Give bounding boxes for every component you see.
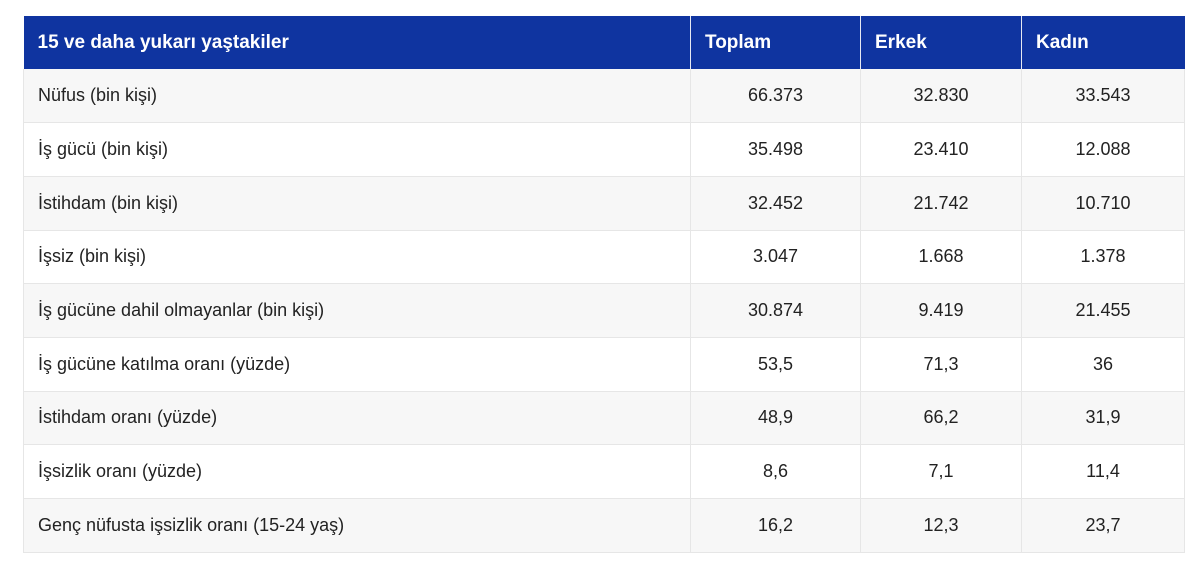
cell-male: 12,3 [860,498,1022,553]
cell-male: 7,1 [860,444,1022,499]
cell-total: 53,5 [690,337,861,392]
cell-total: 32.452 [690,176,861,231]
row-label: İstihdam (bin kişi) [23,176,691,231]
cell-total: 30.874 [690,283,861,338]
cell-total: 35.498 [690,122,861,177]
table-row: Nüfus (bin kişi) 66.373 32.830 33.543 [23,69,1185,124]
row-label: İş gücüne katılma oranı (yüzde) [23,337,691,392]
cell-male: 32.830 [860,69,1022,124]
cell-female: 11,4 [1021,444,1185,499]
header-total: Toplam [690,16,861,69]
row-label: Genç nüfusta işsizlik oranı (15-24 yaş) [23,498,691,553]
cell-male: 66,2 [860,391,1022,446]
table-row: İşsiz (bin kişi) 3.047 1.668 1.378 [23,230,1185,285]
cell-female: 21.455 [1021,283,1185,338]
table-header: 15 ve daha yukarı yaştakiler Toplam Erke… [23,16,1185,69]
cell-female: 10.710 [1021,176,1185,231]
table-body: Nüfus (bin kişi) 66.373 32.830 33.543 İş… [23,69,1185,553]
cell-total: 3.047 [690,230,861,285]
table-row: İş gücüne katılma oranı (yüzde) 53,5 71,… [23,337,1185,392]
cell-total: 8,6 [690,444,861,499]
row-label: İşsizlik oranı (yüzde) [23,444,691,499]
row-label: İş gücüne dahil olmayanlar (bin kişi) [23,283,691,338]
table-row: İş gücüne dahil olmayanlar (bin kişi) 30… [23,283,1185,338]
cell-male: 71,3 [860,337,1022,392]
cell-male: 1.668 [860,230,1022,285]
header-category: 15 ve daha yukarı yaştakiler [23,16,691,69]
table-row: İstihdam (bin kişi) 32.452 21.742 10.710 [23,176,1185,231]
header-row: 15 ve daha yukarı yaştakiler Toplam Erke… [23,16,1185,69]
cell-male: 21.742 [860,176,1022,231]
header-female: Kadın [1021,16,1185,69]
table-row: Genç nüfusta işsizlik oranı (15-24 yaş) … [23,498,1185,553]
row-label: İş gücü (bin kişi) [23,122,691,177]
cell-total: 66.373 [690,69,861,124]
cell-female: 23,7 [1021,498,1185,553]
row-label: İşsiz (bin kişi) [23,230,691,285]
cell-total: 48,9 [690,391,861,446]
cell-total: 16,2 [690,498,861,553]
table-row: İstihdam oranı (yüzde) 48,9 66,2 31,9 [23,391,1185,446]
cell-male: 9.419 [860,283,1022,338]
cell-female: 12.088 [1021,122,1185,177]
table-row: İşsizlik oranı (yüzde) 8,6 7,1 11,4 [23,444,1185,499]
row-label: Nüfus (bin kişi) [23,69,691,124]
statistics-table-container: 15 ve daha yukarı yaştakiler Toplam Erke… [23,16,1185,553]
row-label: İstihdam oranı (yüzde) [23,391,691,446]
labor-statistics-table: 15 ve daha yukarı yaştakiler Toplam Erke… [23,16,1185,553]
table-row: İş gücü (bin kişi) 35.498 23.410 12.088 [23,122,1185,177]
cell-female: 31,9 [1021,391,1185,446]
cell-female: 36 [1021,337,1185,392]
cell-female: 1.378 [1021,230,1185,285]
header-male: Erkek [860,16,1022,69]
cell-male: 23.410 [860,122,1022,177]
cell-female: 33.543 [1021,69,1185,124]
